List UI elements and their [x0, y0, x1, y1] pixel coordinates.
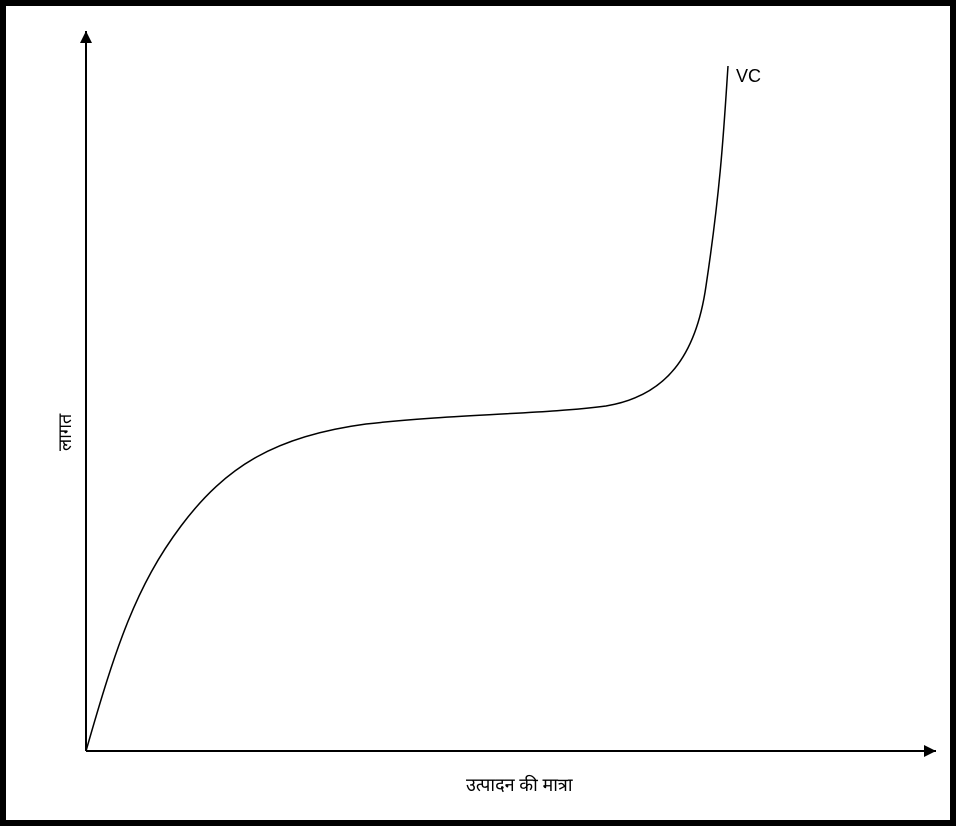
vc-curve: [86, 66, 728, 751]
x-axis-arrow: [924, 745, 936, 757]
chart-frame: लागत उत्पादन की मात्रा VC: [0, 0, 956, 826]
vc-curve-label: VC: [736, 66, 761, 87]
y-axis-label: लागत: [56, 414, 79, 451]
y-axis-arrow: [80, 31, 92, 43]
chart-svg: [6, 6, 950, 820]
x-axis-label: उत्पादन की मात्रा: [466, 776, 573, 799]
